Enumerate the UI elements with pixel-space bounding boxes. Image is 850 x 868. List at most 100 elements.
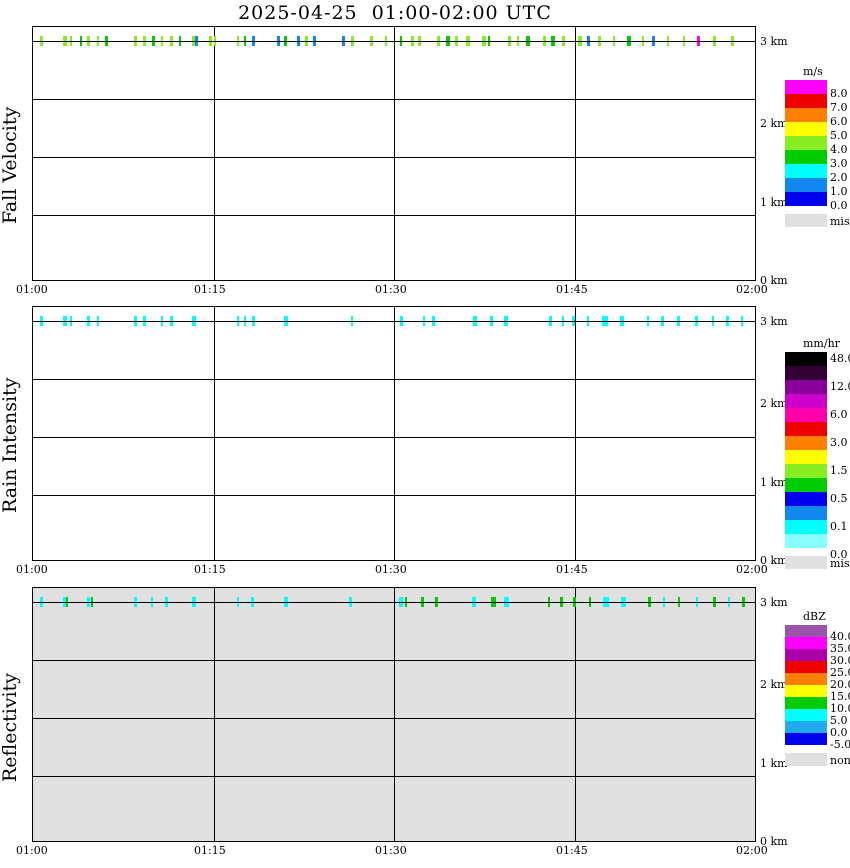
colorbar-swatch [785, 637, 827, 649]
colorbar-tick-label: 10.0 [830, 702, 850, 715]
colorbar-tick-label: 12.0 [830, 380, 850, 393]
colorbar-swatches [785, 80, 827, 206]
x-tick-0200-p2: 02:00 [736, 844, 768, 857]
colorbar-tick-label: 4.0 [830, 143, 848, 156]
colorbar-swatches [785, 625, 827, 745]
colorbar-tick-label: 48.0 [830, 352, 850, 365]
colorbar-tick-label: 8.0 [830, 87, 848, 100]
y-tick-1km-p2: 1 km [760, 757, 788, 770]
colorbar-tick-label: 3.0 [830, 436, 848, 449]
colorbar-swatch [785, 721, 827, 733]
colorbar-swatch [785, 649, 827, 661]
y-axis-title-rain-intensity: Rain Intensity [0, 377, 21, 513]
colorbar-swatch [785, 366, 827, 380]
gridline-3km [33, 602, 755, 603]
colorbar-unit-label: dBZ [803, 610, 826, 623]
colorbar-tick-label: 20.0 [830, 678, 850, 691]
colorbar-tick-label: 3.0 [830, 157, 848, 170]
colorbar-swatch [785, 697, 827, 709]
colorbar-swatch [785, 534, 827, 548]
colorbar-missing-label: miss [830, 215, 850, 228]
y-tick-1km-p0: 1 km [760, 196, 788, 209]
colorbar-swatch [785, 192, 827, 206]
colorbar-swatch [785, 122, 827, 136]
colorbar-swatch [785, 478, 827, 492]
colorbar-swatch [785, 709, 827, 721]
colorbar-tick-label: 0.5 [830, 492, 848, 505]
gridline-vertical [394, 588, 395, 841]
colorbar-swatch [785, 394, 827, 408]
x-tick-0200-p1: 02:00 [736, 563, 768, 576]
colorbar-tick-label: 5.0 [830, 129, 848, 142]
y-tick-0km-p0: 0 km [760, 274, 788, 287]
colorbar-swatch [785, 436, 827, 450]
colorbar-tick-label: 40.0 [830, 630, 850, 643]
colorbar-tick-label: 7.0 [830, 101, 848, 114]
colorbar-tick-label: 0.0 [830, 726, 848, 739]
data-layer [33, 27, 755, 280]
x-tick-0115-p2: 01:15 [194, 844, 226, 857]
colorbar-tick-label: 0.1 [830, 520, 848, 533]
x-tick-0100-p1: 01:00 [16, 563, 48, 576]
colorbar-tick-label: -5.0 [830, 738, 850, 751]
colorbar-swatch [785, 661, 827, 673]
colorbar-tick-label: 15.0 [830, 690, 850, 703]
x-tick-0100-p2: 01:00 [16, 844, 48, 857]
colorbar-swatch [785, 422, 827, 436]
x-tick-0200-p0: 02:00 [736, 283, 768, 296]
colorbar-tick-label: 30.0 [830, 654, 850, 667]
colorbar-swatch [785, 108, 827, 122]
gridline-vertical [575, 307, 576, 560]
data-layer [33, 588, 755, 841]
colorbar-swatch [785, 733, 827, 745]
x-tick-0115-p1: 01:15 [194, 563, 226, 576]
x-tick-0130-p2: 01:30 [375, 844, 407, 857]
y-tick-0km-p1: 0 km [760, 554, 788, 567]
plot-area-fall-velocity[interactable] [32, 26, 756, 281]
colorbar-tick-label: 2.0 [830, 171, 848, 184]
gridline-vertical [214, 27, 215, 280]
y-axis-title-fall-velocity: Fall Velocity [0, 106, 21, 224]
colorbar-missing-swatch [785, 556, 827, 569]
gridline-3km [33, 41, 755, 42]
colorbar-swatch [785, 506, 827, 520]
colorbar-tick-label: 0.0 [830, 199, 848, 212]
colorbar-swatch [785, 178, 827, 192]
x-tick-0130-p1: 01:30 [375, 563, 407, 576]
y-tick-3km-p0: 3 km [760, 35, 788, 48]
y-tick-1km-p1: 1 km [760, 476, 788, 489]
colorbar-swatch [785, 408, 827, 422]
x-tick-0145-p0: 01:45 [556, 283, 588, 296]
gridline-vertical [575, 588, 576, 841]
colorbar-swatch [785, 80, 827, 94]
y-tick-2km-p0: 2 km [760, 117, 788, 130]
gridline-vertical [575, 27, 576, 280]
gridline-3km [33, 321, 755, 322]
plot-area-reflectivity[interactable] [32, 587, 756, 842]
x-tick-0130-p0: 01:30 [375, 283, 407, 296]
plot-area-rain-intensity[interactable] [32, 306, 756, 561]
x-tick-0100-p0: 01:00 [16, 283, 48, 296]
y-tick-3km-p1: 3 km [760, 315, 788, 328]
colorbar-tick-label: 6.0 [830, 408, 848, 421]
colorbar-swatch [785, 685, 827, 697]
colorbar-tick-label: 6.0 [830, 115, 848, 128]
colorbar-swatches [785, 352, 827, 548]
x-tick-0145-p1: 01:45 [556, 563, 588, 576]
gridline-vertical [214, 307, 215, 560]
colorbar-swatch [785, 673, 827, 685]
y-tick-0km-p2: 0 km [760, 835, 788, 848]
colorbar-tick-label: 5.0 [830, 714, 848, 727]
colorbar-swatch [785, 492, 827, 506]
gridline-vertical [214, 588, 215, 841]
gridline-vertical [394, 27, 395, 280]
gridline-vertical [394, 307, 395, 560]
colorbar-unit-label: m/s [803, 65, 823, 78]
y-tick-2km-p2: 2 km [760, 678, 788, 691]
data-layer [33, 307, 755, 560]
colorbar-swatch [785, 380, 827, 394]
colorbar-missing-swatch [785, 753, 827, 766]
x-tick-0145-p2: 01:45 [556, 844, 588, 857]
y-axis-title-reflectivity: Reflectivity [0, 673, 21, 783]
